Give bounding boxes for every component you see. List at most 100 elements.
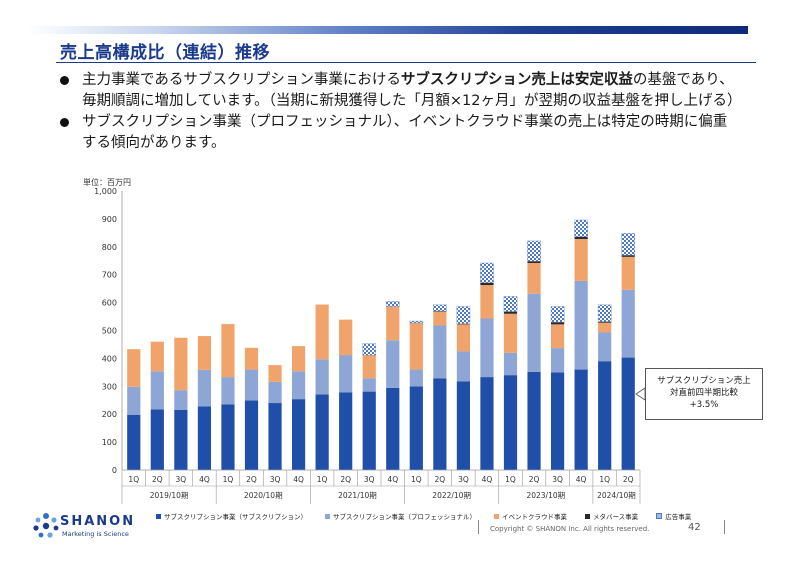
bar-segment bbox=[480, 262, 494, 283]
x-tick-label: 1Q bbox=[411, 475, 422, 484]
bar-segment bbox=[362, 378, 376, 392]
fiscal-year-label: 2024/10期 bbox=[597, 491, 636, 500]
fiscal-year-label: 2021/10期 bbox=[338, 491, 377, 500]
legend-label: メタバース事業 bbox=[593, 513, 639, 521]
legend-swatch bbox=[585, 513, 590, 519]
bar-segment bbox=[291, 399, 306, 470]
bar-segment bbox=[433, 325, 447, 379]
bar-segment bbox=[362, 355, 376, 379]
y-tick-label: 700 bbox=[102, 271, 117, 280]
legend-item-metaverse: メタバース事業 bbox=[585, 511, 638, 521]
x-tick-label: 2Q bbox=[246, 475, 257, 484]
bar-segment bbox=[621, 289, 635, 358]
x-tick-label: 3Q bbox=[270, 475, 281, 484]
bar-segment bbox=[409, 322, 423, 370]
copyright-text: Copyright © SHANON Inc. All rights reser… bbox=[490, 525, 650, 533]
x-tick-label: 3Q bbox=[552, 475, 563, 484]
bar-segment bbox=[621, 255, 635, 257]
callout-pointer bbox=[635, 387, 646, 401]
y-tick-label: 400 bbox=[102, 354, 117, 363]
bar-segment bbox=[315, 394, 329, 470]
x-tick-label: 4Q bbox=[293, 475, 304, 484]
x-tick-label: 3Q bbox=[176, 475, 187, 484]
callout-line-2: 対直前四半期比較 bbox=[669, 388, 738, 398]
bar-segment bbox=[480, 318, 494, 378]
bullet-1-emphasis: サブスクリプション売上は安定収益 bbox=[400, 72, 633, 88]
y-tick-label: 900 bbox=[102, 215, 117, 224]
x-tick-label: 1Q bbox=[505, 475, 516, 484]
x-tick-label: 4Q bbox=[576, 475, 587, 484]
fiscal-year-label: 2020/10期 bbox=[244, 491, 283, 500]
bar-segment bbox=[456, 323, 471, 325]
x-tick-label: 2Q bbox=[340, 475, 351, 484]
y-tick-label: 600 bbox=[102, 299, 117, 308]
bar-segment bbox=[244, 369, 259, 401]
bar-segment bbox=[339, 319, 353, 356]
bar-segment bbox=[621, 357, 635, 470]
bar-segment bbox=[456, 324, 471, 352]
y-tick-label: 300 bbox=[102, 382, 117, 391]
bar-segment bbox=[127, 349, 141, 387]
bullet-2-text: サブスクリプション事業（プロフェッショナル）、イベントクラウド事業の売上は特定の… bbox=[82, 114, 728, 151]
x-tick-label: 1Q bbox=[599, 475, 610, 484]
x-tick-label: 2Q bbox=[152, 475, 163, 484]
company-tagline: Marketing is Science bbox=[62, 530, 129, 538]
page-title: 売上高構成比（連結）推移 bbox=[60, 43, 270, 63]
x-tick-label: 4Q bbox=[482, 475, 493, 484]
bar-segment bbox=[291, 371, 306, 400]
bar-segment bbox=[386, 387, 400, 470]
footer-divider bbox=[478, 520, 479, 534]
bar-segment bbox=[268, 365, 282, 382]
top-accent-bar bbox=[26, 26, 748, 34]
y-tick-label: 800 bbox=[102, 243, 117, 252]
bullet-dot-icon bbox=[60, 118, 69, 127]
bullet-item-1: 主力事業であるサブスクリプション事業におけるサブスクリプション売上は安定収益の基… bbox=[60, 70, 741, 112]
bar-segment bbox=[362, 391, 376, 470]
bar-segment bbox=[621, 233, 636, 256]
bar-segment bbox=[574, 369, 588, 470]
bar-segment bbox=[386, 340, 400, 388]
bar-segment bbox=[197, 336, 212, 370]
bar-segment bbox=[315, 304, 329, 360]
bar-segment bbox=[268, 403, 282, 470]
bullet-1-part-1: 主力事業であるサブスクリプション事業における bbox=[82, 72, 401, 88]
bar-segment bbox=[339, 392, 353, 470]
legend-item-event-cloud: イベントクラウド事業 bbox=[494, 511, 567, 521]
bar-segment bbox=[433, 378, 447, 470]
bar-segment bbox=[598, 332, 612, 362]
growth-callout: サブスクリプション売上 対直前四半期比較 +3.5% bbox=[645, 368, 763, 420]
bar-segment bbox=[150, 371, 164, 410]
bar-segment bbox=[433, 304, 447, 312]
fiscal-year-label: 2019/10期 bbox=[150, 491, 189, 500]
bar-segment bbox=[480, 282, 494, 286]
bar-segment bbox=[456, 306, 471, 325]
bar-segment bbox=[574, 236, 588, 239]
legend-swatch bbox=[325, 513, 330, 519]
bar-segment bbox=[574, 219, 588, 237]
x-tick-label: 2Q bbox=[435, 475, 446, 484]
legend-item-advertising: 広告事業 bbox=[656, 511, 691, 521]
page-number: 42 bbox=[688, 522, 701, 533]
x-tick-label: 2Q bbox=[623, 475, 634, 484]
bullet-list: 主力事業であるサブスクリプション事業におけるサブスクリプション売上は安定収益の基… bbox=[60, 70, 741, 154]
x-tick-label: 1Q bbox=[128, 475, 139, 484]
fiscal-year-label: 2022/10期 bbox=[432, 491, 471, 500]
x-tick-label: 3Q bbox=[458, 475, 469, 484]
bar-segment bbox=[291, 346, 306, 372]
bar-segment bbox=[550, 324, 565, 349]
bullet-dot-icon bbox=[60, 76, 69, 85]
bar-segment bbox=[174, 409, 188, 470]
y-tick-label: 0 bbox=[112, 466, 117, 475]
bar-segment bbox=[221, 324, 235, 378]
bar-segment bbox=[244, 400, 259, 470]
bar-segment bbox=[503, 375, 518, 470]
legend-label: 広告事業 bbox=[665, 513, 692, 521]
bar-segment bbox=[527, 240, 541, 262]
bar-segment bbox=[174, 390, 188, 410]
y-tick-label: 1,000 bbox=[94, 187, 117, 196]
bar-segment bbox=[480, 377, 494, 470]
bar-segment bbox=[456, 351, 471, 382]
x-tick-label: 4Q bbox=[387, 475, 398, 484]
bar-segment bbox=[456, 381, 471, 470]
x-tick-label: 1Q bbox=[317, 475, 328, 484]
